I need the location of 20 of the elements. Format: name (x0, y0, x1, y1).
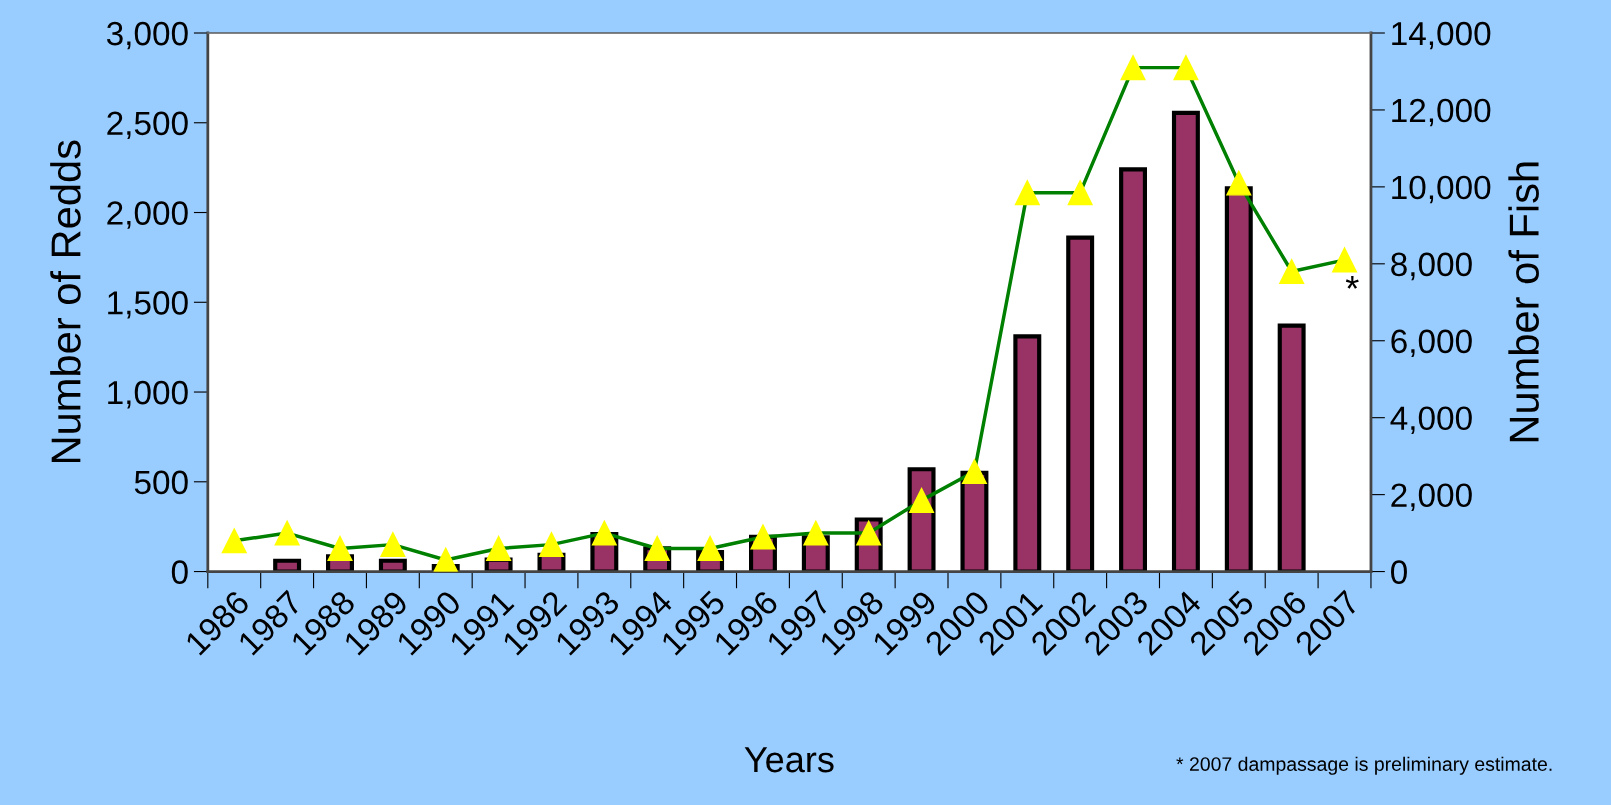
y2-tick-label: 0 (1391, 560, 1407, 584)
y2-axis-title: Number of Fish (1508, 162, 1539, 442)
y2-tick-label: 14,000 (1392, 21, 1491, 50)
x-axis-title: Years (744, 747, 834, 773)
y-tick-label: 1,500 (108, 291, 188, 319)
text: * 2007 dampassage is preliminary estimate. (1176, 756, 1552, 775)
y2-tick-label: 8,000 (1391, 252, 1472, 281)
y2-tick-label: 2,000 (1391, 483, 1472, 511)
y-tick-label: 500 (134, 470, 188, 495)
y-axis-title: Number of Redds (50, 140, 81, 463)
annotation: * (1345, 276, 1359, 289)
y2-tick-label: 4,000 (1390, 406, 1472, 435)
y-tick-label: 2,500 (107, 111, 188, 140)
y-tick-label: 2,000 (107, 201, 188, 229)
y2-tick-label: 10,000 (1392, 175, 1491, 204)
y-tick-label: 1,000 (108, 380, 188, 409)
y-tick-label: 3,000 (106, 21, 188, 50)
y2-tick-label: 6,000 (1391, 329, 1472, 358)
y2-tick-label: 12,000 (1392, 98, 1491, 127)
y-tick-label: 0 (171, 560, 188, 584)
